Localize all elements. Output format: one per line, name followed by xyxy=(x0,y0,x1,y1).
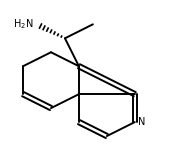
Text: H$_2$N: H$_2$N xyxy=(13,17,34,31)
Text: N: N xyxy=(138,117,146,127)
